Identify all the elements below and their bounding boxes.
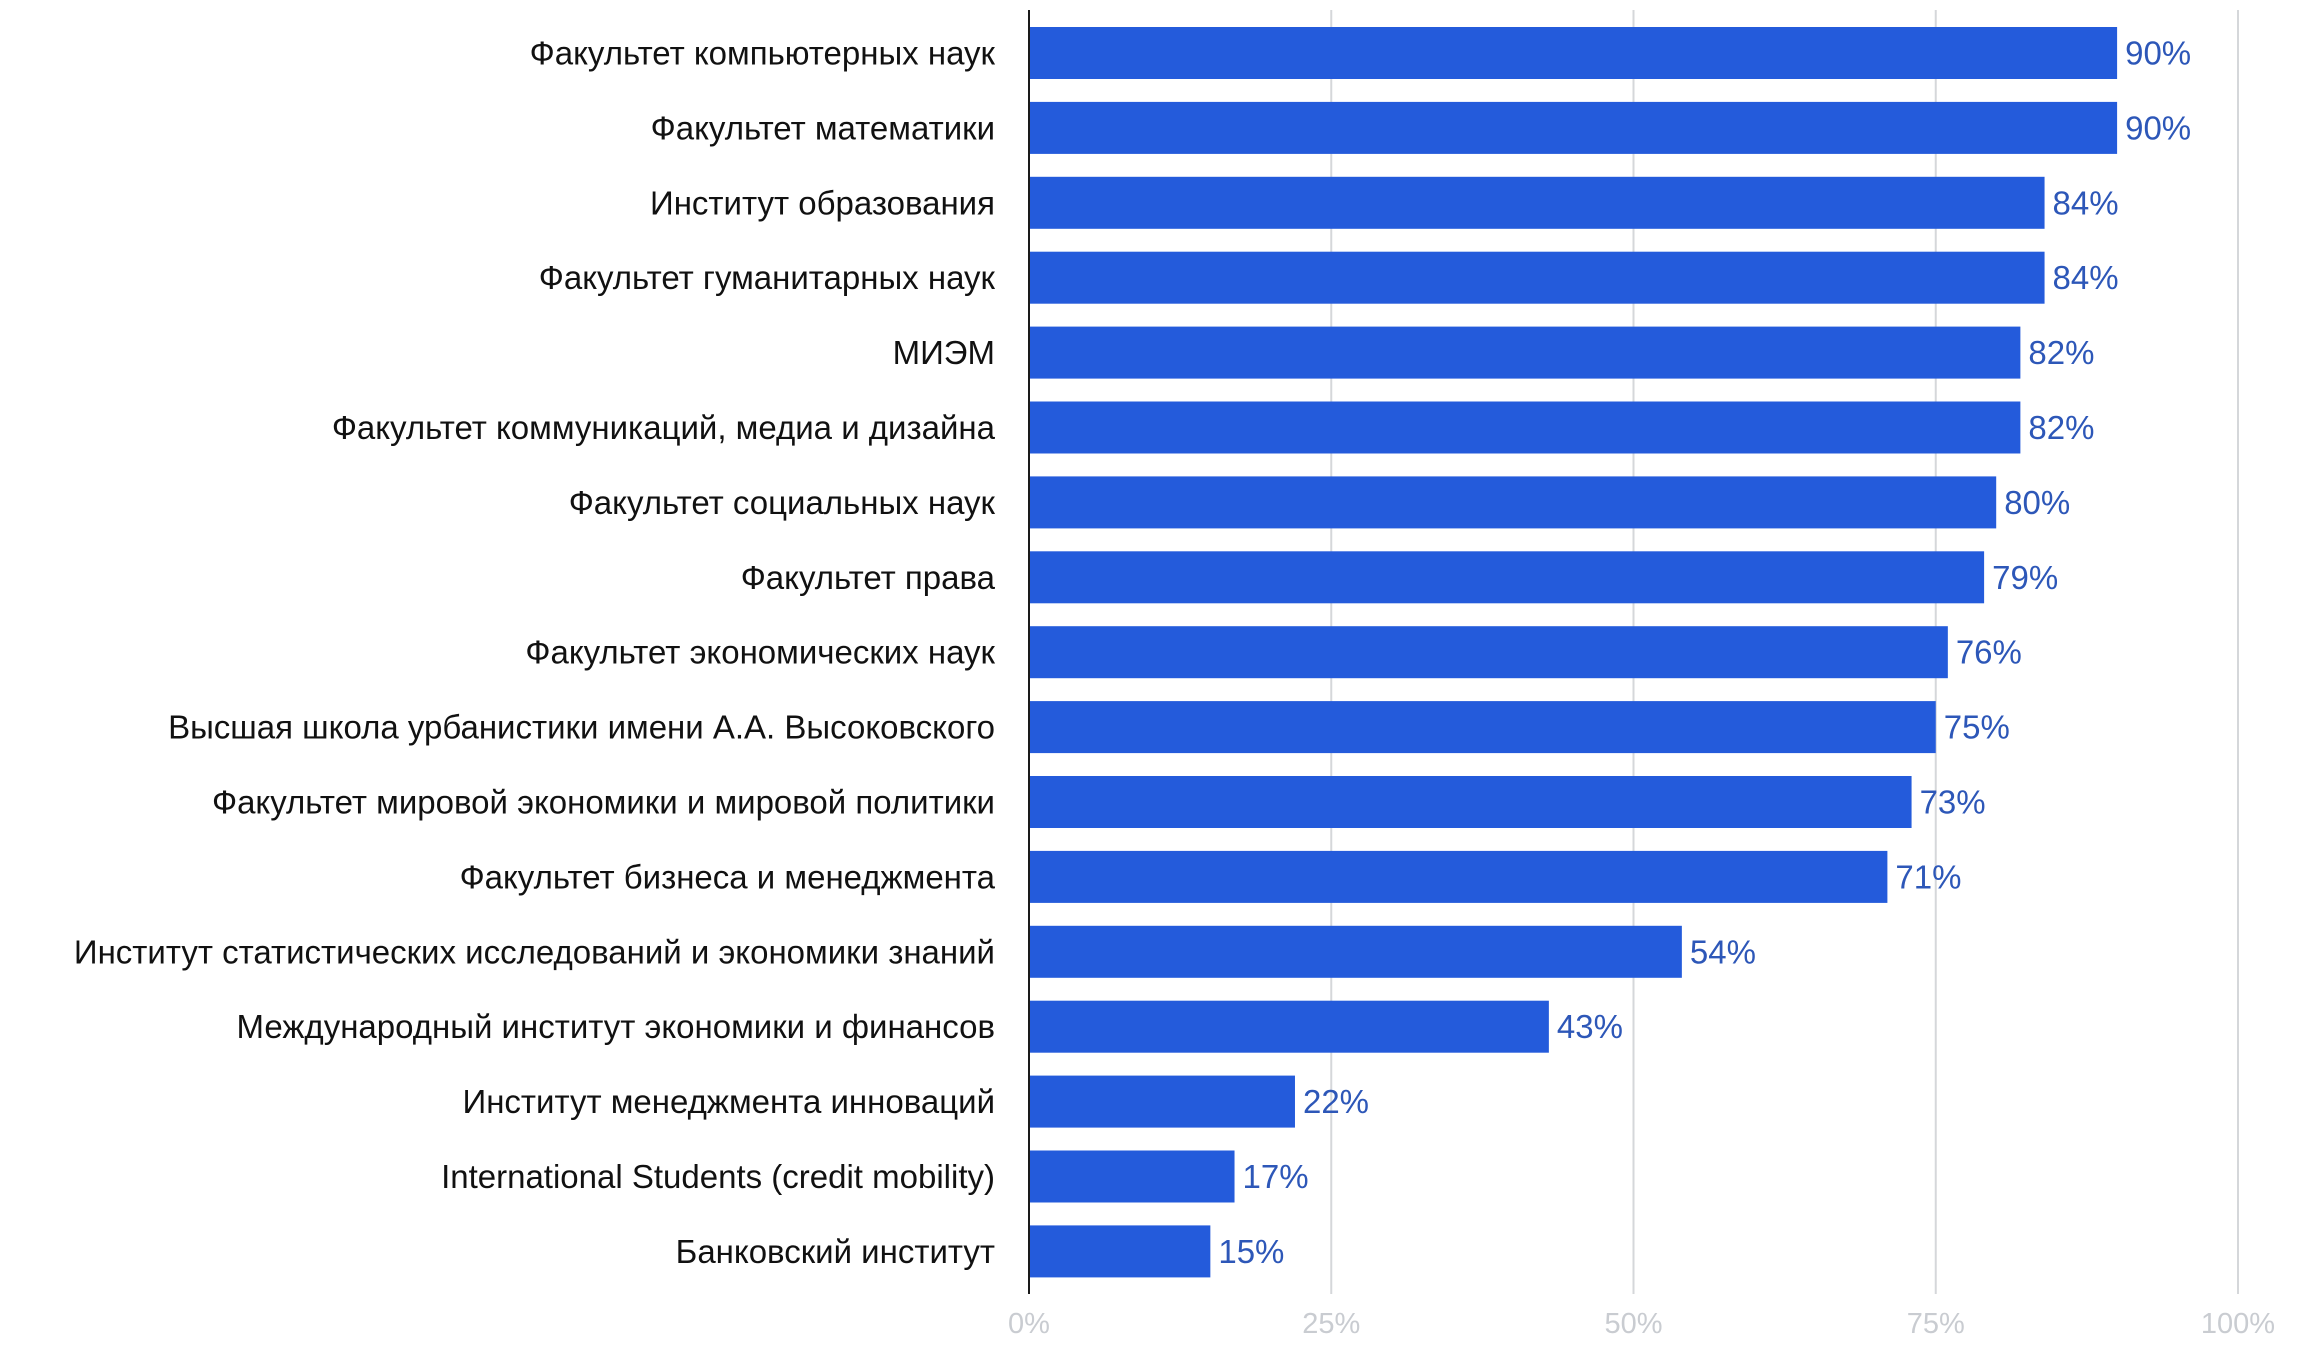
bar-2 — [1029, 101, 2118, 154]
category-label-3: Институт образования — [650, 184, 995, 221]
value-label-6: 82% — [2028, 409, 2094, 446]
value-label-13: 54% — [1690, 933, 1756, 970]
bar-7 — [1029, 476, 1997, 529]
value-label-15: 22% — [1303, 1083, 1369, 1120]
value-label-10: 75% — [1944, 709, 2010, 746]
category-label-6: Факультет коммуникаций, медиа и дизайна — [332, 409, 996, 446]
category-label-15: Институт менеджмента инноваций — [462, 1083, 995, 1120]
value-label-5: 82% — [2028, 334, 2094, 371]
value-label-4: 84% — [2053, 259, 2119, 296]
x-tick-label-0: 0% — [1008, 1308, 1050, 1340]
category-label-4: Факультет гуманитарных наук — [539, 259, 996, 296]
category-label-12: Факультет бизнеса и менеджмента — [460, 858, 996, 895]
category-label-5: МИЭМ — [893, 334, 995, 371]
bar-12 — [1029, 850, 1888, 903]
bar-11 — [1029, 776, 1912, 828]
value-label-9: 76% — [1956, 634, 2022, 671]
bar-1 — [1029, 27, 2118, 79]
category-label-17: Банковский институт — [676, 1233, 995, 1270]
value-label-3: 84% — [2053, 184, 2119, 221]
bar-5 — [1029, 326, 2021, 379]
value-label-16: 17% — [1243, 1158, 1309, 1195]
bar-3 — [1029, 176, 2045, 229]
category-label-13: Институт статистических исследований и э… — [74, 933, 995, 970]
bar-13 — [1029, 925, 1682, 978]
category-label-10: Высшая школа урбанистики имени А.А. Высо… — [168, 709, 995, 746]
bar-6 — [1029, 401, 2021, 454]
value-label-17: 15% — [1218, 1233, 1284, 1270]
category-label-1: Факультет компьютерных наук — [530, 35, 996, 72]
bar-8 — [1029, 551, 1985, 604]
category-label-9: Факультет экономических наук — [525, 634, 995, 671]
x-tick-label-100: 100% — [2201, 1308, 2275, 1340]
x-tick-label-75: 75% — [1907, 1308, 1965, 1340]
x-tick-label-25: 25% — [1302, 1308, 1360, 1340]
value-label-8: 79% — [1992, 559, 2058, 596]
category-label-7: Факультет социальных наук — [569, 484, 996, 521]
value-label-14: 43% — [1557, 1008, 1623, 1045]
value-label-7: 80% — [2004, 484, 2070, 521]
value-label-11: 73% — [1920, 784, 1986, 821]
bar-14 — [1029, 1000, 1549, 1053]
x-tick-label-50: 50% — [1604, 1308, 1662, 1340]
value-label-2: 90% — [2125, 109, 2191, 146]
bar-16 — [1029, 1150, 1235, 1203]
value-label-1: 90% — [2125, 35, 2191, 72]
bar-15 — [1029, 1075, 1295, 1128]
bars — [1029, 27, 2118, 1278]
value-label-12: 71% — [1895, 858, 1961, 895]
category-label-14: Международный институт экономики и финан… — [237, 1008, 995, 1045]
bar-9 — [1029, 626, 1948, 679]
bar-10 — [1029, 701, 1936, 754]
bar-4 — [1029, 251, 2045, 304]
bar-17 — [1029, 1225, 1211, 1278]
category-label-8: Факультет права — [741, 559, 996, 596]
category-label-16: International Students (credit mobility) — [441, 1158, 995, 1195]
category-label-11: Факультет мировой экономики и мировой по… — [212, 784, 995, 821]
category-label-2: Факультет математики — [651, 109, 995, 146]
labels: 0% 25% 50% 75% 100% Факультет компьютерных на… — [74, 35, 2275, 1341]
